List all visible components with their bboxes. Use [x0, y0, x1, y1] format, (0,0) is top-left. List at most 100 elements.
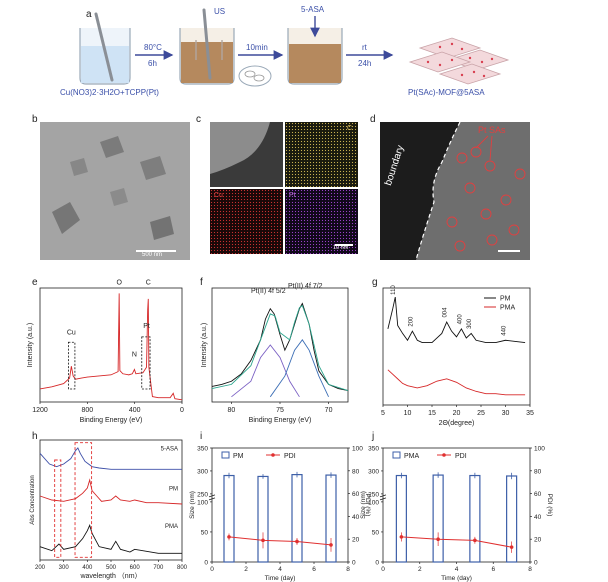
chart-f-peak-label-52: Pt(II) 4f 5/2 [251, 288, 286, 295]
chart-j-xtick-label: 8 [528, 566, 532, 573]
panel-label-e: e [32, 277, 38, 288]
chart-f-ylabel: Intensity (a.u.) [201, 323, 208, 367]
panel-label-d: d [370, 114, 376, 125]
chart-i-xtick-label: 0 [210, 566, 214, 573]
chart-i-ytick-label: 250 [197, 491, 208, 498]
chart-h-series-pm [39, 478, 183, 505]
chart-e-ylabel: Intensity (a.u.) [27, 323, 34, 367]
panel-label-g: g [372, 277, 378, 288]
chart-e-peak-label: Cu [67, 330, 76, 337]
chart-e-frame [39, 287, 183, 403]
scheme-us-label: US [214, 7, 226, 16]
chart-e-peak-label: Pt [143, 323, 150, 330]
chart-i-ytick-label: 300 [197, 468, 208, 475]
chart-j-legend-bar-swatch [392, 451, 401, 459]
chart-g-xtick-label: 5 [381, 410, 385, 417]
eds-map-c: C [285, 122, 358, 187]
chart-j-pdi-point [473, 538, 477, 543]
eds-image-main [210, 122, 283, 187]
chart-e-peak-label: O [116, 280, 122, 287]
chart-g-legend-label: PMA [500, 305, 516, 312]
eds-scalebar-label: 10 nm [333, 245, 349, 251]
chart-i-legend-bar-swatch [221, 451, 230, 459]
chart-j-ylabel: Size (nm) [360, 491, 367, 519]
chart-h-frame [39, 439, 183, 561]
chart-i-ylabel: Size (nm) [189, 491, 196, 519]
chart-i-pdi-point [227, 535, 231, 539]
chart-j-ytick-label: 50 [372, 529, 380, 536]
chart-h-ylabel: Abs Concentration [30, 475, 36, 524]
chart-h-xtick-label: 700 [153, 565, 164, 571]
scheme-step1-time: 6h [148, 59, 157, 68]
chart-i-ytick-label: 350 [197, 446, 208, 453]
panel-label-a: a [86, 9, 92, 20]
chart-g-xtick-label: 25 [477, 410, 485, 417]
chart-j-xtick-label: 6 [491, 566, 495, 573]
chart-j-pdi-point [509, 545, 514, 549]
chart-i-xtick-label: 8 [346, 566, 350, 573]
chart-f-xtick-label: 80 [228, 407, 236, 414]
eds-element-pt: Pt [289, 192, 296, 199]
chart-i-y2tick-label: 60 [352, 491, 360, 498]
chart-i-pdi-point [261, 538, 265, 543]
chart-h-series-label: PM [169, 487, 178, 493]
scheme-step3-cond: rt [362, 43, 367, 52]
chart-j-ytick-label: 0 [375, 560, 379, 567]
chart-j-y2tick-label: 20 [534, 537, 542, 544]
eds-scalebar-line [335, 244, 353, 246]
chart-j-pdi-point [436, 537, 440, 541]
chart-g-xlabel: 2Θ(degree) [439, 420, 475, 427]
chart-e-pt-box [141, 336, 151, 390]
chart-f-series-0 [211, 302, 349, 392]
chart-g-xtick-label: 35 [526, 410, 534, 417]
chart-g-series-pma [387, 369, 526, 396]
chart-h-xtick-label: 200 [35, 565, 46, 571]
chart-f-frame [211, 287, 349, 403]
chart-i-legend-bar-label: PM [233, 453, 244, 460]
chart-f-series-1 [211, 304, 349, 392]
chart-h-series-label: PMA [165, 524, 178, 530]
chart-i-ytick-label: 0 [204, 560, 208, 567]
chart-h-series-label: 5-ASA [161, 447, 178, 453]
panel-label-c: c [196, 114, 201, 125]
panel-label-b: b [32, 114, 38, 125]
chart-j-frame [382, 447, 531, 563]
scheme-step3-time: 24h [358, 59, 372, 68]
chart-j-y2tick-label: 0 [534, 560, 538, 567]
panel-label-j: j [372, 431, 375, 442]
chart-e-xtick-label: 800 [81, 407, 93, 414]
chart-f-series-3 [269, 339, 329, 398]
chart-i-pdi-point [329, 543, 333, 547]
chart-h-xtick-label: 500 [106, 565, 117, 571]
chart-e-xtick-label: 1200 [32, 407, 48, 414]
chart-h-box-270 [54, 459, 62, 558]
chart-f-peak-label-72: Pt(II) 4f 7/2 [288, 283, 323, 290]
chart-g-legend-label: PM [500, 296, 511, 303]
chart-g-xtick-label: 20 [453, 410, 461, 417]
chart-e-cu-box [68, 341, 76, 390]
chart-g-xtick-label: 15 [428, 410, 436, 417]
chart-i-xlabel: Time (day) [265, 575, 296, 582]
chart-i-y2tick-label: 40 [352, 514, 360, 521]
chart-j-legend-pdi-dot [442, 453, 446, 457]
boundary-line [415, 122, 461, 260]
haadf-image-d: boundary Pt SAs [380, 122, 530, 260]
chart-j-pdi-point [399, 535, 404, 539]
chart-i-pdi-line [228, 536, 332, 546]
chart-i-y2tick-label: 20 [352, 537, 360, 544]
chart-g-peak-label: 440 [502, 325, 508, 336]
chart-j-xtick-label: 4 [455, 566, 459, 573]
scheme-additive: 5-ASA [301, 5, 325, 14]
chart-g-peak-label: 004 [443, 307, 449, 318]
chart-i-bar [223, 474, 235, 563]
chart-e-xtick-label: 400 [129, 407, 141, 414]
chart-i-xtick-label: 6 [312, 566, 316, 573]
chart-i-legend-pdi-dot [271, 453, 275, 457]
chart-g-xtick-label: 30 [502, 410, 510, 417]
pt-sas-label: Pt SAs [478, 125, 506, 135]
chart-j-break-mark [379, 494, 387, 498]
chart-j-ytick-label: 100 [368, 499, 379, 506]
chart-j-xtick-label: 2 [418, 566, 422, 573]
chart-j-y2label: PDI (%) [546, 494, 553, 517]
chart-j-y2tick-label: 100 [534, 446, 545, 453]
